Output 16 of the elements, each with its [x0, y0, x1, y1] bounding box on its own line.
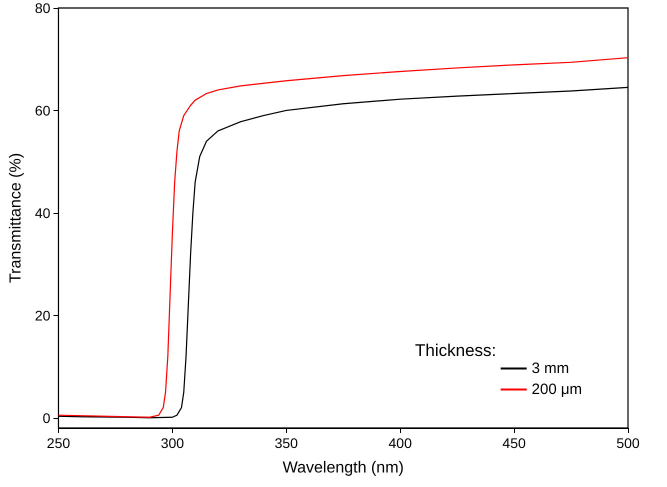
x-tick-label: 250	[46, 435, 70, 451]
y-tick-label: 80	[34, 0, 51, 16]
y-axis-title: Transmittance (%)	[8, 152, 24, 284]
x-tick-label: 300	[160, 435, 184, 451]
x-tick-label: 350	[274, 435, 298, 451]
y-tick-label: 0	[42, 410, 51, 426]
x-tick-label: 450	[502, 435, 526, 451]
legend-title: Thickness:	[415, 341, 496, 360]
x-tick-label: 500	[616, 435, 640, 451]
x-axis-title: Wavelength (nm)	[282, 460, 404, 476]
legend-label: 3 mm	[532, 360, 570, 377]
y-tick-label: 20	[34, 307, 51, 324]
legend-label: 200 μm	[532, 381, 582, 398]
y-tick-label: 60	[34, 102, 51, 118]
y-tick-label: 40	[34, 204, 51, 221]
x-tick-label: 400	[388, 435, 412, 451]
